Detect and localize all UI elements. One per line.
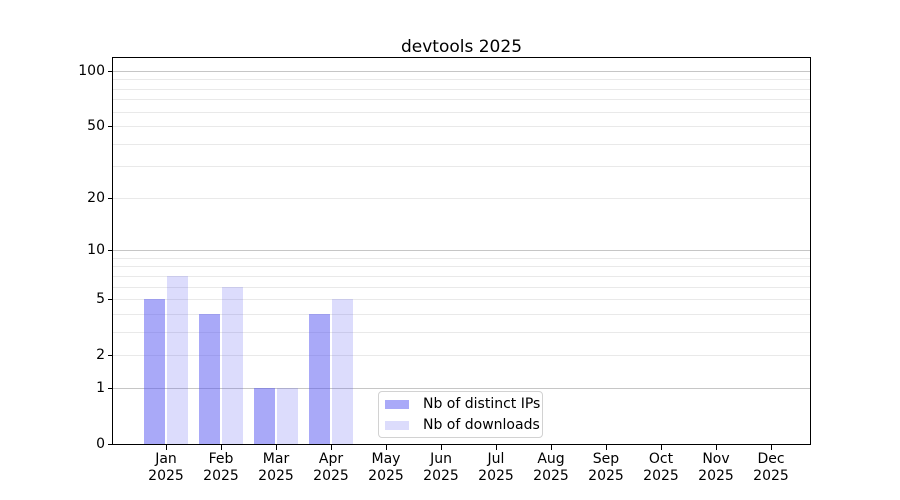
x-tick xyxy=(386,445,387,450)
y-tick-label: 50 xyxy=(87,118,105,134)
minor-gridline xyxy=(113,79,810,81)
major-gridline xyxy=(113,387,810,389)
x-tick xyxy=(276,445,277,450)
legend-item: Nb of downloads xyxy=(385,416,542,435)
major-gridline xyxy=(113,250,810,251)
plot-area xyxy=(112,57,811,445)
x-tick-label: Jun 2025 xyxy=(423,451,459,484)
x-tick xyxy=(331,445,332,450)
chart-title: devtools 2025 xyxy=(400,37,523,57)
x-tick xyxy=(771,445,772,450)
y-tick xyxy=(108,126,113,127)
x-tick xyxy=(661,445,662,450)
minor-gridline xyxy=(113,257,810,259)
x-tick-label: Jan 2025 xyxy=(148,451,184,484)
bar-downloads xyxy=(332,299,353,444)
bar-downloads xyxy=(222,286,243,444)
legend-swatch xyxy=(385,399,409,409)
minor-gridline xyxy=(113,99,810,101)
minor-gridline xyxy=(113,313,810,315)
y-tick-label: 20 xyxy=(87,189,105,206)
legend-item: Nb of distinct IPs xyxy=(385,395,542,414)
major-gridline xyxy=(113,70,810,72)
y-tick xyxy=(108,355,113,357)
legend: Nb of distinct IPs Nb of downloads xyxy=(378,391,543,438)
x-tick xyxy=(496,445,497,450)
minor-gridline xyxy=(113,331,810,333)
x-tick-label: May 2025 xyxy=(368,451,404,484)
y-tick-label: 2 xyxy=(96,347,105,364)
x-tick-label: Feb 2025 xyxy=(203,451,239,484)
x-tick xyxy=(606,445,607,450)
y-tick xyxy=(108,299,113,301)
x-tick xyxy=(166,445,167,450)
y-tick-label: 5 xyxy=(96,291,105,308)
legend-label: Nb of distinct IPs xyxy=(423,395,541,412)
bar-downloads xyxy=(277,387,298,444)
x-tick-label: Mar 2025 xyxy=(258,451,294,484)
bar-distinct-ips xyxy=(254,387,275,444)
y-tick xyxy=(108,444,113,445)
minor-gridline xyxy=(113,126,810,127)
minor-gridline xyxy=(113,286,810,288)
x-tick xyxy=(221,445,222,450)
x-tick xyxy=(716,445,717,450)
x-tick-label: Apr 2025 xyxy=(313,451,349,484)
y-tick xyxy=(108,197,113,199)
y-tick xyxy=(108,70,113,72)
x-tick-label: Oct 2025 xyxy=(643,451,679,484)
y-tick-label: 1 xyxy=(96,379,105,396)
x-tick-label: Aug 2025 xyxy=(533,451,569,484)
legend-swatch xyxy=(385,420,409,430)
x-tick-label: Sep 2025 xyxy=(588,451,624,484)
minor-gridline xyxy=(113,166,810,168)
y-tick xyxy=(108,387,113,389)
minor-gridline xyxy=(113,111,810,113)
minor-gridline xyxy=(113,299,810,301)
bar-downloads xyxy=(167,275,188,444)
minor-gridline xyxy=(113,197,810,199)
y-tick-label: 100 xyxy=(78,62,105,79)
minor-gridline xyxy=(113,143,810,145)
minor-gridline xyxy=(113,355,810,357)
x-tick-label: Nov 2025 xyxy=(698,451,734,484)
bar-distinct-ips xyxy=(199,313,220,444)
bar-distinct-ips xyxy=(309,313,330,444)
legend-label: Nb of downloads xyxy=(423,416,540,433)
minor-gridline xyxy=(113,266,810,268)
x-tick xyxy=(551,445,552,450)
y-tick-label: 10 xyxy=(87,242,105,258)
x-tick xyxy=(441,445,442,450)
y-tick-label: 0 xyxy=(96,436,105,452)
x-tick-label: Dec 2025 xyxy=(753,451,789,484)
minor-gridline xyxy=(113,88,810,90)
minor-gridline xyxy=(113,275,810,277)
y-tick xyxy=(108,250,113,251)
bar-distinct-ips xyxy=(144,299,165,444)
x-tick-label: Jul 2025 xyxy=(478,451,514,484)
